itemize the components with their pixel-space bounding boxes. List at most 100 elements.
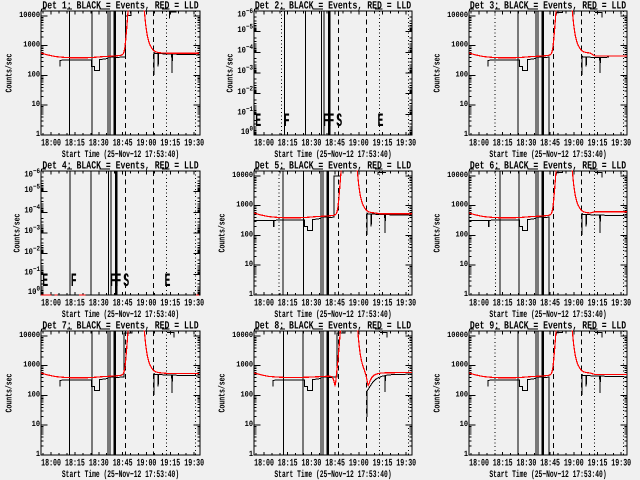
- svg-text:Det 2: BLACK = Events, RED = L: Det 2: BLACK = Events, RED = LLD: [255, 1, 412, 13]
- svg-text:10−2: 10−2: [24, 245, 40, 257]
- svg-text:Start Time (25−Nov−12 17:53:40: Start Time (25−Nov−12 17:53:40): [274, 469, 391, 480]
- svg-text:1000: 1000: [451, 41, 468, 50]
- svg-text:Counts/sec: Counts/sec: [433, 54, 443, 93]
- svg-text:18:30: 18:30: [302, 139, 322, 150]
- svg-text:100: 100: [240, 390, 253, 399]
- svg-text:F: F: [115, 270, 121, 292]
- svg-text:19:30: 19:30: [184, 459, 204, 470]
- svg-text:10−5: 10−5: [24, 183, 40, 195]
- svg-text:10−6: 10−6: [237, 8, 253, 20]
- svg-text:S: S: [336, 110, 342, 132]
- svg-text:19:30: 19:30: [184, 299, 204, 310]
- svg-text:10: 10: [460, 100, 469, 109]
- svg-text:E: E: [42, 270, 48, 292]
- svg-text:18:00: 18:00: [254, 459, 274, 470]
- svg-text:19:15: 19:15: [373, 299, 393, 310]
- svg-text:1000: 1000: [451, 361, 468, 370]
- svg-text:Start Time (25−Nov−12 17:53:40: Start Time (25−Nov−12 17:53:40): [274, 309, 391, 321]
- svg-text:18:00: 18:00: [41, 299, 61, 310]
- svg-text:19:00: 19:00: [349, 459, 369, 470]
- svg-text:18:45: 18:45: [325, 299, 345, 310]
- svg-text:18:30: 18:30: [89, 139, 109, 150]
- svg-text:10000: 10000: [19, 11, 40, 20]
- svg-text:10000: 10000: [232, 171, 253, 180]
- svg-text:F: F: [71, 270, 77, 292]
- svg-text:18:15: 18:15: [278, 459, 298, 470]
- svg-text:19:30: 19:30: [184, 139, 204, 150]
- svg-text:19:00: 19:00: [349, 299, 369, 310]
- svg-text:10000: 10000: [447, 331, 468, 340]
- svg-text:18:45: 18:45: [325, 459, 345, 470]
- svg-text:100: 100: [241, 125, 253, 137]
- svg-text:10−1: 10−1: [237, 106, 253, 118]
- svg-text:18:30: 18:30: [517, 459, 537, 470]
- svg-text:19:15: 19:15: [588, 459, 608, 470]
- svg-text:10: 10: [460, 420, 469, 429]
- svg-text:18:15: 18:15: [493, 139, 513, 150]
- svg-text:18:00: 18:00: [254, 299, 274, 310]
- svg-text:F: F: [323, 110, 329, 132]
- svg-text:Counts/sec: Counts/sec: [5, 374, 15, 413]
- svg-text:18:30: 18:30: [302, 459, 322, 470]
- svg-text:Start Time (25−Nov−12 17:53:40: Start Time (25−Nov−12 17:53:40): [62, 309, 179, 321]
- svg-text:S: S: [123, 270, 129, 292]
- svg-text:19:15: 19:15: [160, 299, 180, 310]
- svg-text:100: 100: [27, 390, 40, 399]
- svg-text:10: 10: [245, 420, 254, 429]
- svg-text:E: E: [255, 110, 261, 132]
- svg-text:19:00: 19:00: [564, 139, 584, 150]
- svg-text:19:00: 19:00: [137, 459, 157, 470]
- svg-text:19:15: 19:15: [373, 459, 393, 470]
- svg-text:100: 100: [28, 285, 40, 297]
- svg-text:18:15: 18:15: [493, 459, 513, 470]
- svg-text:10−6: 10−6: [24, 168, 40, 180]
- svg-text:1: 1: [249, 450, 253, 459]
- svg-text:18:30: 18:30: [89, 459, 109, 470]
- svg-text:10: 10: [245, 260, 254, 269]
- svg-text:Start Time (25−Nov−12 17:53:40: Start Time (25−Nov−12 17:53:40): [489, 149, 606, 161]
- svg-text:Det 1: BLACK = Events, RED = L: Det 1: BLACK = Events, RED = LLD: [42, 1, 199, 13]
- svg-text:18:15: 18:15: [65, 459, 85, 470]
- svg-text:18:00: 18:00: [469, 459, 489, 470]
- svg-text:18:30: 18:30: [89, 299, 109, 310]
- svg-text:1: 1: [36, 130, 40, 139]
- svg-text:18:45: 18:45: [325, 139, 345, 150]
- svg-text:10−3: 10−3: [237, 65, 253, 77]
- svg-text:18:45: 18:45: [113, 299, 133, 310]
- svg-text:19:30: 19:30: [396, 139, 416, 150]
- svg-text:Counts/sec: Counts/sec: [225, 54, 235, 93]
- svg-text:F: F: [328, 110, 334, 132]
- svg-text:18:00: 18:00: [469, 299, 489, 310]
- svg-text:10000: 10000: [447, 171, 468, 180]
- svg-text:Start Time (25−Nov−12 17:53:40: Start Time (25−Nov−12 17:53:40): [489, 309, 606, 321]
- svg-text:Det 7: BLACK = Events, RED = L: Det 7: BLACK = Events, RED = LLD: [42, 321, 199, 333]
- svg-text:Det 4: BLACK = Events, RED = L: Det 4: BLACK = Events, RED = LLD: [42, 161, 199, 173]
- svg-text:18:00: 18:00: [41, 139, 61, 150]
- svg-text:19:30: 19:30: [611, 299, 631, 310]
- svg-text:1: 1: [249, 290, 253, 299]
- svg-text:18:45: 18:45: [113, 139, 133, 150]
- svg-text:18:15: 18:15: [65, 139, 85, 150]
- svg-text:18:30: 18:30: [517, 299, 537, 310]
- svg-text:10000: 10000: [232, 331, 253, 340]
- svg-text:Start Time (25−Nov−12 17:53:40: Start Time (25−Nov−12 17:53:40): [62, 149, 179, 161]
- svg-text:Start Time (25−Nov−12 17:53:40: Start Time (25−Nov−12 17:53:40): [274, 149, 391, 161]
- svg-text:Start Time (25−Nov−12 17:53:40: Start Time (25−Nov−12 17:53:40): [489, 469, 606, 480]
- svg-text:18:15: 18:15: [65, 299, 85, 310]
- svg-text:19:30: 19:30: [611, 459, 631, 470]
- svg-text:Det 3: BLACK = Events, RED = L: Det 3: BLACK = Events, RED = LLD: [470, 1, 627, 13]
- svg-text:Counts/sec: Counts/sec: [12, 214, 22, 253]
- svg-text:18:00: 18:00: [469, 139, 489, 150]
- svg-text:19:15: 19:15: [160, 459, 180, 470]
- svg-text:19:00: 19:00: [137, 299, 157, 310]
- svg-text:Det 9: BLACK = Events, RED = L: Det 9: BLACK = Events, RED = LLD: [470, 321, 627, 333]
- svg-text:100: 100: [455, 70, 468, 79]
- svg-text:10−2: 10−2: [237, 85, 253, 97]
- svg-text:Start Time (25−Nov−12 17:53:40: Start Time (25−Nov−12 17:53:40): [62, 469, 179, 480]
- svg-text:10: 10: [32, 420, 41, 429]
- svg-text:10: 10: [460, 260, 469, 269]
- svg-text:100: 100: [240, 230, 253, 239]
- svg-text:19:00: 19:00: [564, 299, 584, 310]
- svg-text:10−4: 10−4: [237, 44, 253, 56]
- svg-text:18:00: 18:00: [41, 459, 61, 470]
